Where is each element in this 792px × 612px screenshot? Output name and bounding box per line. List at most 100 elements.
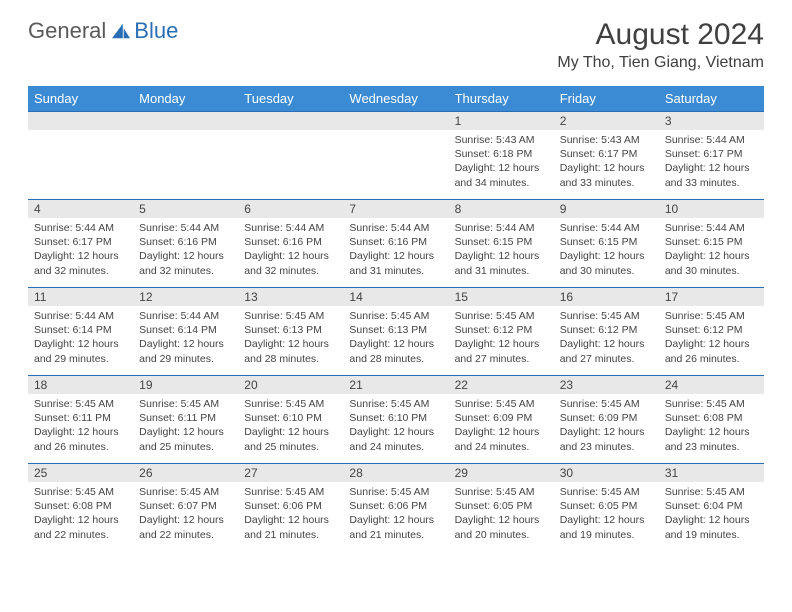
day-number [343,112,448,130]
daylight-line: Daylight: 12 hours and 29 minutes. [34,337,127,365]
day-detail: Sunrise: 5:45 AMSunset: 6:10 PMDaylight:… [343,394,448,458]
day-number: 30 [554,464,659,482]
weekday-header: Wednesday [343,86,448,112]
calendar-cell: 11Sunrise: 5:44 AMSunset: 6:14 PMDayligh… [28,288,133,376]
sunrise-line: Sunrise: 5:44 AM [139,309,232,323]
calendar-cell: 21Sunrise: 5:45 AMSunset: 6:10 PMDayligh… [343,376,448,464]
sunrise-line: Sunrise: 5:45 AM [34,397,127,411]
sunset-line: Sunset: 6:05 PM [455,499,548,513]
day-number: 4 [28,200,133,218]
day-detail: Sunrise: 5:44 AMSunset: 6:17 PMDaylight:… [659,130,764,194]
daylight-line: Daylight: 12 hours and 29 minutes. [139,337,232,365]
daylight-line: Daylight: 12 hours and 22 minutes. [139,513,232,541]
weekday-header: Thursday [449,86,554,112]
day-detail: Sunrise: 5:45 AMSunset: 6:04 PMDaylight:… [659,482,764,546]
sunset-line: Sunset: 6:17 PM [665,147,758,161]
sunset-line: Sunset: 6:17 PM [34,235,127,249]
day-number: 8 [449,200,554,218]
daylight-line: Daylight: 12 hours and 28 minutes. [349,337,442,365]
calendar-cell [343,112,448,200]
day-detail: Sunrise: 5:45 AMSunset: 6:11 PMDaylight:… [28,394,133,458]
day-number: 19 [133,376,238,394]
daylight-line: Daylight: 12 hours and 25 minutes. [244,425,337,453]
day-number: 29 [449,464,554,482]
day-number: 10 [659,200,764,218]
sunrise-line: Sunrise: 5:44 AM [139,221,232,235]
logo-text-general: General [28,18,106,44]
sunrise-line: Sunrise: 5:45 AM [665,309,758,323]
calendar-cell: 22Sunrise: 5:45 AMSunset: 6:09 PMDayligh… [449,376,554,464]
sunset-line: Sunset: 6:04 PM [665,499,758,513]
sunrise-line: Sunrise: 5:45 AM [455,485,548,499]
day-detail: Sunrise: 5:45 AMSunset: 6:05 PMDaylight:… [449,482,554,546]
day-detail: Sunrise: 5:45 AMSunset: 6:12 PMDaylight:… [659,306,764,370]
weekday-header: Friday [554,86,659,112]
daylight-line: Daylight: 12 hours and 32 minutes. [244,249,337,277]
day-detail: Sunrise: 5:44 AMSunset: 6:15 PMDaylight:… [554,218,659,282]
day-number: 22 [449,376,554,394]
sunset-line: Sunset: 6:14 PM [139,323,232,337]
calendar-cell: 3Sunrise: 5:44 AMSunset: 6:17 PMDaylight… [659,112,764,200]
sunset-line: Sunset: 6:09 PM [560,411,653,425]
day-number: 25 [28,464,133,482]
day-number: 15 [449,288,554,306]
title-block: August 2024 My Tho, Tien Giang, Vietnam [557,18,764,72]
calendar-head: SundayMondayTuesdayWednesdayThursdayFrid… [28,86,764,112]
sunrise-line: Sunrise: 5:45 AM [560,309,653,323]
sunset-line: Sunset: 6:10 PM [349,411,442,425]
sail-icon [110,22,132,40]
daylight-line: Daylight: 12 hours and 26 minutes. [34,425,127,453]
calendar-cell: 6Sunrise: 5:44 AMSunset: 6:16 PMDaylight… [238,200,343,288]
daylight-line: Daylight: 12 hours and 34 minutes. [455,161,548,189]
day-number: 6 [238,200,343,218]
calendar-body: 1Sunrise: 5:43 AMSunset: 6:18 PMDaylight… [28,112,764,552]
sunrise-line: Sunrise: 5:45 AM [560,397,653,411]
day-number: 27 [238,464,343,482]
sunset-line: Sunset: 6:10 PM [244,411,337,425]
daylight-line: Daylight: 12 hours and 31 minutes. [455,249,548,277]
day-number: 18 [28,376,133,394]
day-detail: Sunrise: 5:44 AMSunset: 6:14 PMDaylight:… [133,306,238,370]
day-detail: Sunrise: 5:45 AMSunset: 6:09 PMDaylight:… [554,394,659,458]
calendar-week: 25Sunrise: 5:45 AMSunset: 6:08 PMDayligh… [28,464,764,552]
daylight-line: Daylight: 12 hours and 27 minutes. [455,337,548,365]
daylight-line: Daylight: 12 hours and 31 minutes. [349,249,442,277]
sunrise-line: Sunrise: 5:44 AM [455,221,548,235]
sunset-line: Sunset: 6:07 PM [139,499,232,513]
sunrise-line: Sunrise: 5:45 AM [244,397,337,411]
sunrise-line: Sunrise: 5:44 AM [665,133,758,147]
day-number: 28 [343,464,448,482]
sunrise-line: Sunrise: 5:45 AM [455,309,548,323]
calendar-cell: 24Sunrise: 5:45 AMSunset: 6:08 PMDayligh… [659,376,764,464]
day-detail: Sunrise: 5:45 AMSunset: 6:05 PMDaylight:… [554,482,659,546]
day-detail: Sunrise: 5:44 AMSunset: 6:16 PMDaylight:… [238,218,343,282]
sunset-line: Sunset: 6:15 PM [665,235,758,249]
day-number [28,112,133,130]
calendar-cell: 17Sunrise: 5:45 AMSunset: 6:12 PMDayligh… [659,288,764,376]
month-title: August 2024 [557,18,764,52]
day-detail: Sunrise: 5:43 AMSunset: 6:17 PMDaylight:… [554,130,659,194]
calendar-cell: 18Sunrise: 5:45 AMSunset: 6:11 PMDayligh… [28,376,133,464]
calendar-cell: 8Sunrise: 5:44 AMSunset: 6:15 PMDaylight… [449,200,554,288]
day-number [133,112,238,130]
day-number: 17 [659,288,764,306]
day-detail: Sunrise: 5:45 AMSunset: 6:12 PMDaylight:… [449,306,554,370]
sunset-line: Sunset: 6:09 PM [455,411,548,425]
calendar-cell: 1Sunrise: 5:43 AMSunset: 6:18 PMDaylight… [449,112,554,200]
day-number: 3 [659,112,764,130]
day-number: 20 [238,376,343,394]
day-number: 24 [659,376,764,394]
daylight-line: Daylight: 12 hours and 23 minutes. [665,425,758,453]
sunset-line: Sunset: 6:13 PM [349,323,442,337]
calendar-week: 1Sunrise: 5:43 AMSunset: 6:18 PMDaylight… [28,112,764,200]
day-detail: Sunrise: 5:44 AMSunset: 6:15 PMDaylight:… [449,218,554,282]
daylight-line: Daylight: 12 hours and 33 minutes. [665,161,758,189]
sunset-line: Sunset: 6:06 PM [244,499,337,513]
daylight-line: Daylight: 12 hours and 32 minutes. [34,249,127,277]
calendar-cell: 28Sunrise: 5:45 AMSunset: 6:06 PMDayligh… [343,464,448,552]
day-number: 2 [554,112,659,130]
sunset-line: Sunset: 6:16 PM [244,235,337,249]
sunrise-line: Sunrise: 5:44 AM [560,221,653,235]
logo: General Blue [28,18,178,44]
sunset-line: Sunset: 6:17 PM [560,147,653,161]
